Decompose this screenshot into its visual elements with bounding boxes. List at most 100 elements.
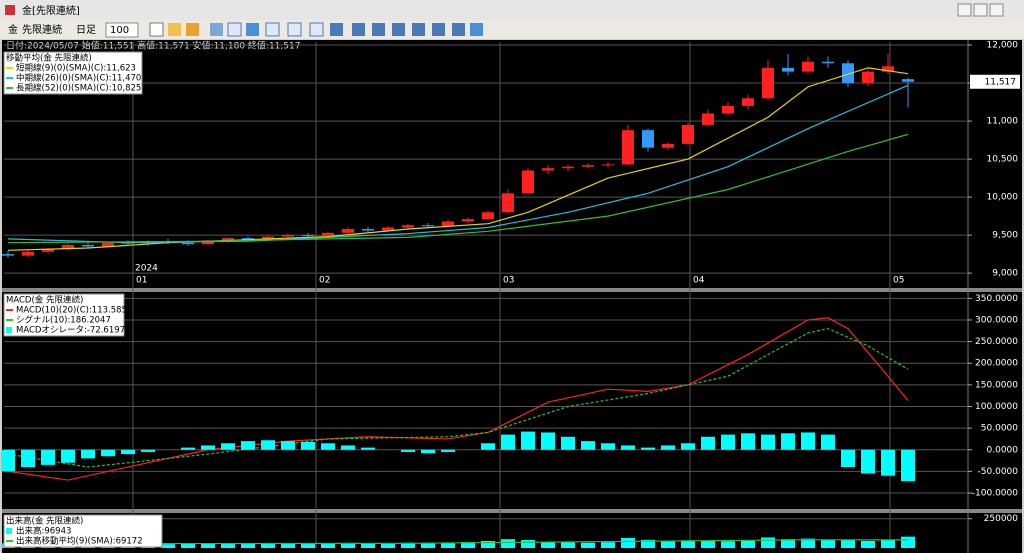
bar	[181, 543, 195, 548]
y-tick-label: 9,000	[992, 269, 1018, 279]
legend-box	[3, 514, 163, 548]
candle-body	[402, 225, 414, 228]
legend-box	[3, 51, 143, 95]
legend-entry: 出来高移動平均(9)(SMA):69172	[16, 536, 143, 547]
bar	[761, 434, 775, 450]
app-icon	[5, 5, 15, 15]
y-tick-label: 10,500	[987, 155, 1019, 165]
bar	[761, 537, 775, 548]
bar	[401, 542, 415, 548]
x-tick-label: 03	[503, 276, 514, 286]
bar	[901, 536, 915, 548]
bar	[861, 449, 875, 474]
legend-title: 出来高(金 先限連続)	[6, 516, 83, 527]
y-tick-label: -100.0000	[972, 489, 1018, 499]
period-select[interactable]: 日足	[76, 24, 96, 36]
symbol-label[interactable]: 金	[8, 23, 18, 36]
contract-label[interactable]: 先限連続	[22, 23, 62, 36]
close-button[interactable]	[989, 3, 1004, 17]
count-input[interactable]	[105, 22, 139, 38]
candle-body	[82, 244, 94, 247]
bar	[361, 543, 375, 548]
bar	[441, 542, 455, 548]
bar	[261, 440, 275, 450]
legend-entry: 長期線(52)(0)(SMA)(C):10,825	[16, 83, 141, 94]
bar	[361, 447, 375, 450]
y-tick-label: 12,000	[987, 41, 1019, 51]
line	[7, 327, 909, 468]
candle-body	[742, 98, 754, 106]
bar	[101, 449, 115, 457]
bar	[821, 539, 835, 548]
bar	[581, 441, 595, 450]
legend-title: MACD(金 先限連続)	[6, 295, 83, 306]
bar	[261, 543, 275, 548]
bar	[721, 541, 735, 548]
bar	[881, 449, 895, 476]
y-tick-label: 250000	[984, 514, 1019, 524]
toolbar-icons[interactable]	[149, 22, 483, 37]
y-tick-label: 10,000	[987, 193, 1019, 203]
legend-entry: MACD(10)(20)(C):113.5850	[16, 306, 132, 316]
y-tick-label: 100.0000	[975, 402, 1018, 412]
bar	[481, 540, 495, 548]
candle-body	[582, 165, 594, 167]
bar	[441, 449, 455, 452]
bar	[41, 449, 55, 465]
maximize-button[interactable]	[973, 3, 988, 17]
bar	[781, 539, 795, 548]
bar	[201, 543, 215, 548]
candle-body	[2, 254, 14, 256]
candle-body	[182, 242, 194, 245]
y-tick-label: 0.0000	[987, 445, 1019, 455]
y-tick-label: 9,500	[992, 231, 1018, 241]
candle-body	[702, 113, 714, 125]
count-value[interactable]: 100	[110, 25, 129, 36]
bar	[681, 443, 695, 450]
bar	[241, 441, 255, 450]
x-tick-label: 05	[893, 276, 904, 286]
panel-separator	[2, 509, 1022, 513]
bar	[461, 542, 475, 548]
bar	[161, 544, 175, 548]
bar	[61, 449, 75, 463]
candle-body	[322, 232, 334, 236]
bar	[21, 449, 35, 468]
y-tick-label: 200.0000	[975, 359, 1018, 369]
window-title: 金[先限連続]	[22, 4, 80, 17]
candle-body	[422, 225, 434, 227]
minimize-button[interactable]	[957, 3, 972, 17]
bar	[641, 447, 655, 450]
legend-swatch	[6, 528, 12, 534]
bar	[741, 433, 755, 450]
candle-body	[462, 219, 474, 222]
chart-area	[2, 40, 1022, 553]
y-tick-label: 300.0000	[975, 315, 1018, 325]
candle-body	[662, 143, 674, 148]
candle-body	[382, 227, 394, 231]
legend-swatch	[6, 327, 12, 333]
candle-body	[302, 235, 314, 237]
candle-body	[622, 130, 634, 165]
candle-body	[842, 63, 854, 84]
y-tick-label: 350.0000	[975, 294, 1018, 304]
candle-body	[282, 235, 294, 237]
candle-body	[502, 193, 514, 213]
bar	[281, 543, 295, 548]
candle-body	[722, 105, 734, 114]
bar	[801, 432, 815, 450]
bar	[501, 434, 515, 450]
bar	[501, 539, 515, 548]
bar	[881, 540, 895, 548]
candle-body	[102, 242, 114, 247]
bar	[781, 433, 795, 450]
line	[7, 317, 909, 481]
bar	[801, 538, 815, 548]
bar	[421, 449, 435, 454]
bar	[541, 432, 555, 450]
bar	[721, 434, 735, 450]
candle-body	[902, 79, 914, 82]
candle-body	[602, 164, 614, 166]
bar	[541, 541, 555, 548]
